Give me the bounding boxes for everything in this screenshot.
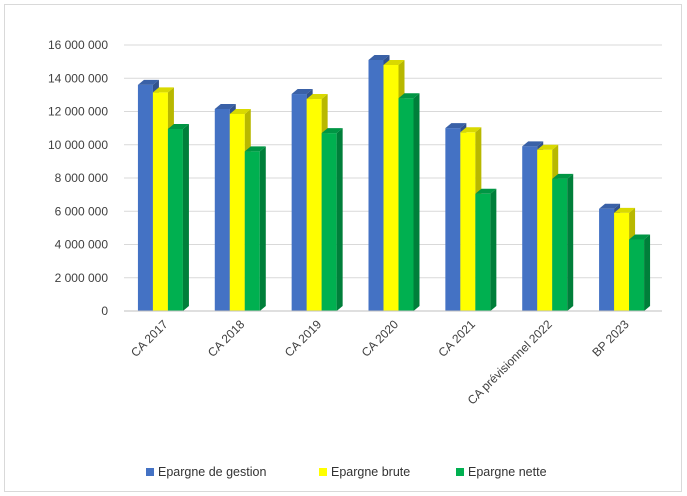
bar-top xyxy=(522,141,544,147)
x-tick-label: BP 2023 xyxy=(589,317,632,360)
legend-label: Epargne de gestion xyxy=(158,465,266,479)
bar-side xyxy=(336,128,343,311)
bar-top xyxy=(152,87,174,93)
y-tick-label: 8 000 000 xyxy=(55,171,109,185)
bar-top xyxy=(475,188,497,194)
bar-side xyxy=(490,188,497,311)
bar-front xyxy=(537,149,553,311)
bar-front xyxy=(321,133,337,311)
legend-label: Epargne brute xyxy=(331,465,410,479)
legend-label: Epargne nette xyxy=(468,465,547,479)
bar-side xyxy=(182,123,189,311)
bar-epargne-nette xyxy=(321,128,343,311)
legend: Epargne de gestion Epargne brute Epargne n… xyxy=(146,465,547,479)
bar-epargne-nette xyxy=(167,123,189,311)
legend-swatch xyxy=(456,468,464,476)
bar-epargne-nette xyxy=(244,146,266,311)
bar-top xyxy=(368,54,390,60)
bar-top xyxy=(383,59,405,65)
bar-top xyxy=(398,93,420,99)
bar-side xyxy=(567,173,574,311)
legend-swatch xyxy=(319,468,327,476)
bar-front xyxy=(137,84,153,312)
bar-epargne-nette xyxy=(629,234,651,311)
bar-epargne-nette xyxy=(552,173,574,311)
bar-front xyxy=(214,109,230,311)
y-tick-label: 14 000 000 xyxy=(48,71,108,85)
bar-front xyxy=(398,98,414,311)
bar-top xyxy=(321,128,343,134)
bar-front xyxy=(460,132,476,311)
y-tick-label: 4 000 000 xyxy=(55,238,109,252)
bar-top xyxy=(291,89,313,95)
bars xyxy=(137,54,651,312)
y-axis-ticks: 0 2 000 000 4 000 000 6 000 000 8 000 000 10 … xyxy=(48,38,108,318)
bar-side xyxy=(413,93,420,311)
bar-top xyxy=(445,123,467,129)
bar-front xyxy=(291,94,307,311)
bar-top xyxy=(537,144,559,150)
x-tick-label: CA 2019 xyxy=(282,317,325,360)
legend-item: Epargne nette xyxy=(456,465,547,479)
bar-front xyxy=(522,146,538,311)
bar-top xyxy=(552,173,574,179)
bar-top xyxy=(306,94,328,100)
bar-top xyxy=(599,203,621,209)
bar-front xyxy=(599,208,615,311)
bar-top xyxy=(214,104,236,110)
y-tick-label: 10 000 000 xyxy=(48,138,108,152)
bar-front xyxy=(552,178,568,311)
bar-front xyxy=(167,128,183,311)
legend-item: Epargne brute xyxy=(319,465,410,479)
x-tick-label: CA 2021 xyxy=(436,317,479,360)
bar-front xyxy=(244,151,260,311)
bar-front xyxy=(475,193,491,311)
y-tick-label: 0 xyxy=(101,304,108,318)
y-tick-label: 16 000 000 xyxy=(48,38,108,52)
bar-front xyxy=(629,239,645,311)
bar-front xyxy=(614,212,630,311)
bar-top xyxy=(229,108,251,114)
bar-top xyxy=(460,127,482,133)
x-tick-label: CA 2018 xyxy=(205,317,248,360)
bar-front xyxy=(306,99,322,311)
x-tick-label: CA 2017 xyxy=(128,317,171,360)
y-tick-label: 2 000 000 xyxy=(55,271,109,285)
bar-side xyxy=(259,146,266,311)
bar-front xyxy=(152,92,168,311)
x-tick-label: CA prévisionnel 2022 xyxy=(465,317,555,407)
bar-top xyxy=(244,146,266,152)
bar-front xyxy=(445,128,461,311)
x-tick-label: CA 2020 xyxy=(359,317,402,360)
bar-top xyxy=(629,234,651,240)
bar-top xyxy=(614,207,636,213)
bar-side xyxy=(644,234,651,311)
y-tick-label: 12 000 000 xyxy=(48,105,108,119)
bar-epargne-nette xyxy=(398,93,420,311)
legend-item: Epargne de gestion xyxy=(146,465,266,479)
legend-swatch xyxy=(146,468,154,476)
bar-front xyxy=(229,113,245,312)
bar-front xyxy=(383,64,399,311)
y-tick-label: 6 000 000 xyxy=(55,204,109,218)
bar-top xyxy=(137,79,159,85)
bar-epargne-nette xyxy=(475,188,497,311)
bar-top xyxy=(167,123,189,129)
bar-front xyxy=(368,59,384,312)
